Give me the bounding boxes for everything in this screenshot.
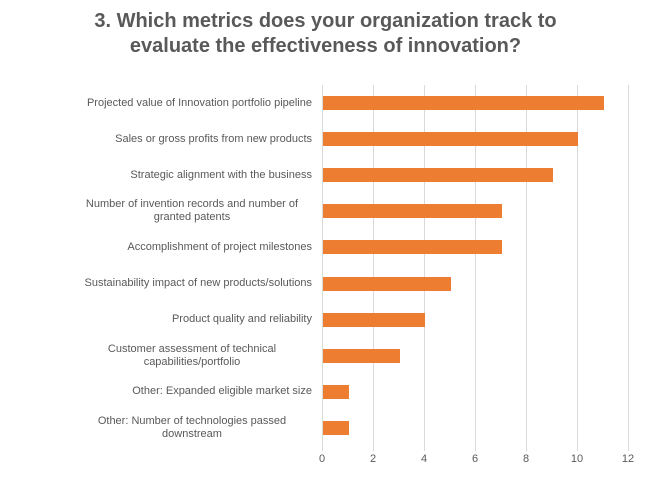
category-row: Accomplishment of project milestones	[0, 229, 651, 265]
category-label-text: Accomplishment of project milestones	[127, 240, 312, 253]
x-tick-label: 2	[369, 453, 377, 465]
category-row: Number of invention records and number o…	[0, 193, 651, 229]
category-label: Accomplishment of project milestones	[0, 229, 318, 265]
bar	[323, 168, 553, 183]
x-tick-label: 6	[471, 453, 479, 465]
bar	[323, 420, 349, 435]
x-axis-tick	[424, 446, 425, 451]
gridline	[628, 85, 629, 446]
category-label-text: Other: Expanded eligible market size	[132, 385, 312, 398]
category-row: Sales or gross profits from new products	[0, 121, 651, 157]
bar	[323, 312, 425, 327]
category-label-text: Sales or gross profits from new products	[115, 132, 312, 145]
gridline	[526, 85, 527, 446]
category-label-text: Sustainability impact of new products/so…	[84, 277, 312, 290]
category-label-text: Strategic alignment with the business	[130, 168, 312, 181]
bar	[323, 240, 502, 255]
category-label-text: Product quality and reliability	[171, 313, 312, 326]
category-label-text: Projected value of Innovation portfolio …	[86, 96, 312, 109]
x-axis-tick	[577, 446, 578, 451]
category-row: Product quality and reliability	[0, 302, 651, 338]
category-label: Other: Number of technologies passed dow…	[0, 410, 318, 446]
category-label: Number of invention records and number o…	[0, 193, 318, 229]
x-tick-label: 4	[420, 453, 428, 465]
gridline	[424, 85, 425, 446]
category-row: Other: Number of technologies passed dow…	[0, 410, 651, 446]
bar	[323, 348, 400, 363]
category-label: Strategic alignment with the business	[0, 157, 318, 193]
category-row: Sustainability impact of new products/so…	[0, 266, 651, 302]
gridline	[322, 85, 323, 446]
bar	[323, 276, 451, 291]
gridline	[577, 85, 578, 446]
category-label: Sales or gross profits from new products	[0, 121, 318, 157]
x-tick-label: 0	[318, 453, 326, 465]
x-tick-label: 10	[570, 453, 584, 465]
x-tick-label: 12	[621, 453, 635, 465]
category-label-text: Other: Number of technologies passed dow…	[97, 414, 287, 440]
x-axis-tick	[526, 446, 527, 451]
category-label: Sustainability impact of new products/so…	[0, 266, 318, 302]
bar	[323, 96, 604, 111]
category-row: Strategic alignment with the business	[0, 157, 651, 193]
x-axis-tick	[628, 446, 629, 451]
category-label: Customer assessment of technical capabil…	[0, 338, 318, 374]
x-axis-tick	[475, 446, 476, 451]
category-label-text: Customer assessment of technical capabil…	[107, 342, 277, 368]
category-row: Other: Expanded eligible market size	[0, 374, 651, 410]
category-label: Other: Expanded eligible market size	[0, 374, 318, 410]
category-row: Customer assessment of technical capabil…	[0, 338, 651, 374]
bar	[323, 384, 349, 399]
gridline	[475, 85, 476, 446]
category-label: Product quality and reliability	[0, 302, 318, 338]
bar	[323, 132, 578, 147]
category-label-text: Number of invention records and number o…	[85, 198, 299, 224]
category-label: Projected value of Innovation portfolio …	[0, 85, 318, 121]
category-row: Projected value of Innovation portfolio …	[0, 85, 651, 121]
bar	[323, 204, 502, 219]
plot-area	[322, 85, 629, 446]
x-axis-tick	[322, 446, 323, 451]
x-axis-tick	[373, 446, 374, 451]
chart-title: 3. Which metrics does your organization …	[94, 10, 557, 57]
x-tick-label: 8	[522, 453, 530, 465]
gridline	[373, 85, 374, 446]
